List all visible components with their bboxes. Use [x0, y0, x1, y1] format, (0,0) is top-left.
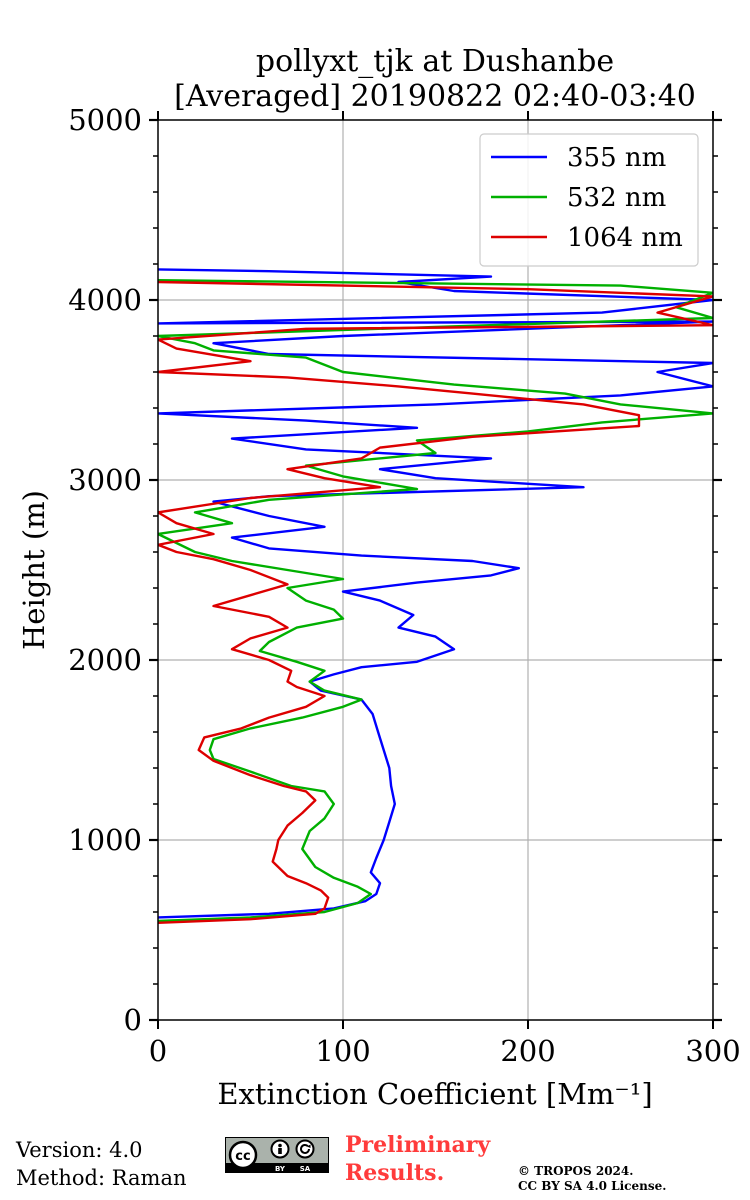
method-label: Method: Raman [16, 1166, 187, 1190]
y-tick-label: 3000 [68, 463, 142, 497]
copyright-notice: © TROPOS 2024. CC BY SA 4.0 License. [518, 1164, 666, 1194]
x-tick-label: 200 [500, 1034, 555, 1068]
x-tick-label: 300 [685, 1034, 740, 1068]
svg-text:SA: SA [300, 1165, 311, 1173]
preliminary-notice: Preliminary Results. [345, 1131, 490, 1187]
cc-by-sa-icon: cc BY SA [225, 1137, 329, 1173]
series-line-3 [158, 280, 713, 924]
legend: 355 nm 532 nm 1064 nm [479, 133, 699, 267]
copyright-line-1: © TROPOS 2024. [518, 1164, 634, 1178]
legend-box [479, 133, 699, 267]
chart-title: pollyxt_tjk at Dushanbe [256, 44, 614, 79]
legend-label-2: 532 nm [567, 183, 666, 213]
x-tick-label: 0 [149, 1034, 167, 1068]
y-tick-label: 1000 [68, 823, 142, 857]
legend-label-3: 1064 nm [567, 223, 683, 253]
legend-label-1: 355 nm [567, 143, 666, 173]
chart-subtitle: [Averaged] 20190822 02:40-03:40 [174, 79, 696, 114]
y-tick-label: 4000 [68, 283, 142, 317]
y-tick-label: 5000 [68, 103, 142, 137]
preliminary-line-2: Results. [345, 1160, 445, 1186]
svg-text:BY: BY [275, 1165, 286, 1173]
version-label: Version: 4.0 [16, 1138, 143, 1162]
series-line-2 [158, 279, 713, 923]
copyright-line-2: CC BY SA 4.0 License. [518, 1179, 667, 1193]
x-tick-label: 100 [315, 1034, 370, 1068]
y-tick-label: 0 [124, 1003, 142, 1037]
series-lines [158, 268, 713, 924]
x-axis-label: Extinction Coefficient [Mm⁻¹] [217, 1077, 652, 1111]
y-axis-label: Height (m) [17, 490, 51, 650]
preliminary-line-1: Preliminary [345, 1132, 491, 1158]
series-line-1 [158, 268, 713, 919]
grid-lines [158, 120, 713, 1020]
y-tick-label: 2000 [68, 643, 142, 677]
svg-text:cc: cc [235, 1149, 250, 1164]
plot-frame [157, 119, 714, 1021]
